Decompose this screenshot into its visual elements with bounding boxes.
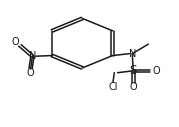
Text: O: O — [27, 68, 34, 78]
Text: Cl: Cl — [108, 82, 118, 92]
Text: S: S — [129, 64, 137, 77]
Text: O: O — [152, 66, 160, 76]
Text: O: O — [12, 37, 19, 47]
Text: O: O — [129, 82, 137, 92]
Text: N: N — [29, 51, 36, 61]
Text: N: N — [129, 49, 136, 59]
